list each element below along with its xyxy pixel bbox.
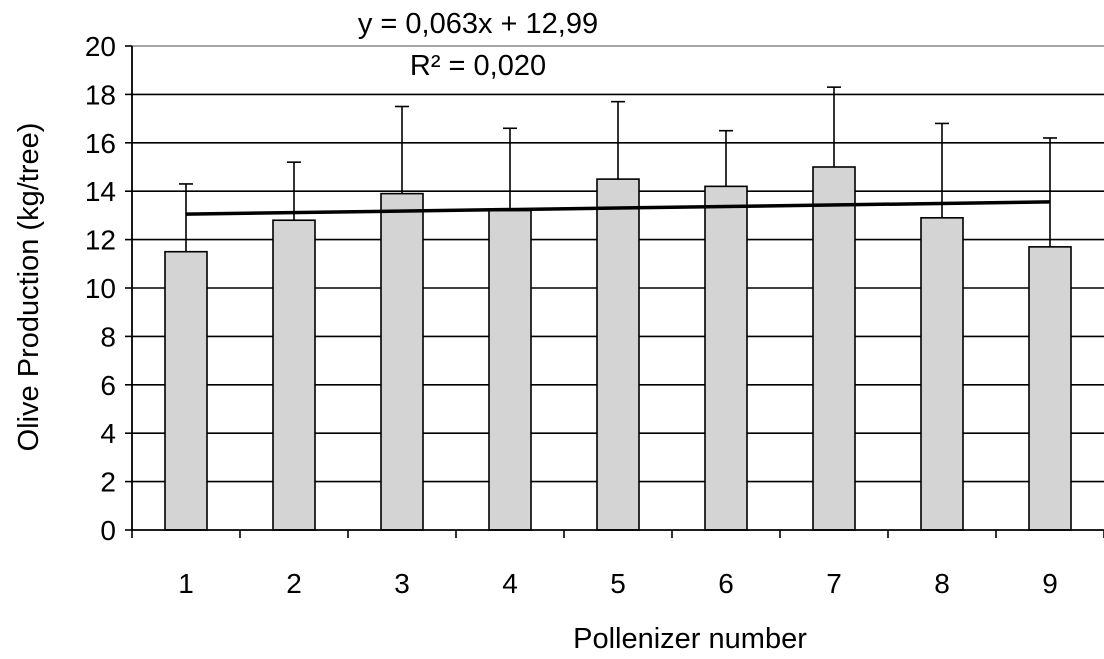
x-tick-label: 7 <box>826 568 842 599</box>
trendline <box>185 200 1051 216</box>
y-tick-labels: 0 2 4 6 8 10 12 14 16 18 20 <box>85 31 116 546</box>
trendline-line <box>185 200 1051 216</box>
x-tick-label: 3 <box>394 568 410 599</box>
bar <box>488 209 532 531</box>
y-tick-label: 0 <box>100 515 116 546</box>
x-tick-labels: 1 2 3 4 5 6 7 8 9 <box>178 568 1058 599</box>
y-axis-title: Olive Production (kg/tree) <box>13 123 45 452</box>
y-tick-label: 2 <box>100 467 116 498</box>
trendline-r-squared: R² = 0,020 <box>410 50 546 82</box>
error-bars <box>179 86 1057 252</box>
x-tick-label: 5 <box>610 568 626 599</box>
y-tick-label: 14 <box>85 176 116 207</box>
bar <box>380 192 424 531</box>
x-tick-label: 6 <box>718 568 734 599</box>
y-tick-label: 4 <box>100 418 116 449</box>
x-tick-label: 8 <box>934 568 950 599</box>
trendline-equation: y = 0,063x + 12,99 <box>358 8 598 40</box>
bar <box>1028 246 1072 531</box>
x-tick-label: 1 <box>178 568 194 599</box>
x-tick-label: 2 <box>286 568 302 599</box>
y-tick-label: 6 <box>100 370 116 401</box>
bar <box>164 250 208 531</box>
bar <box>812 166 856 531</box>
bar <box>920 217 964 531</box>
axes <box>125 45 1104 538</box>
bar <box>704 185 748 531</box>
bar <box>272 219 316 531</box>
y-tick-label: 18 <box>85 79 116 110</box>
y-tick-label: 12 <box>85 225 116 256</box>
bars <box>164 166 1072 531</box>
y-tick-label: 10 <box>85 273 116 304</box>
x-axis-title: Pollenizer number <box>573 623 807 655</box>
y-tick-label: 8 <box>100 321 116 352</box>
x-tick-label: 9 <box>1042 568 1058 599</box>
bar <box>596 178 640 531</box>
x-tick-label: 4 <box>502 568 518 599</box>
y-tick-label: 16 <box>85 128 116 159</box>
y-tick-label: 20 <box>85 31 116 62</box>
